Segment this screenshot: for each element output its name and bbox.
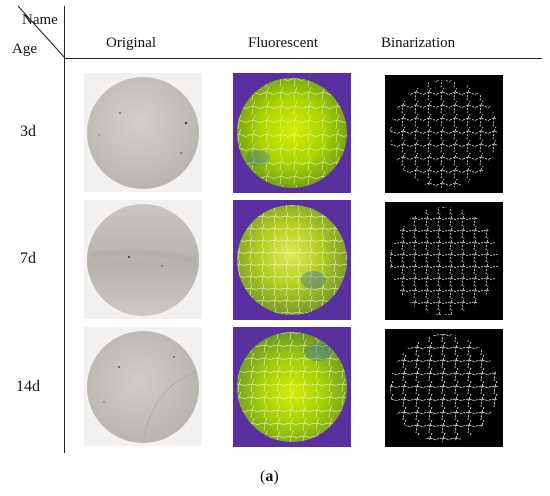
caption-letter: a [265, 468, 274, 485]
caption-close-paren: ) [273, 468, 279, 485]
caption-open-paren: ( [260, 468, 266, 485]
fluorescent-image-7d [233, 200, 351, 320]
row-label-3d: 3d [20, 123, 36, 140]
binarization-image-7d [385, 202, 503, 320]
row-label-14d: 14d [16, 378, 40, 395]
corner-name-label: Name [22, 12, 58, 28]
original-image-3d [84, 73, 202, 192]
row-label-7d: 7d [20, 250, 36, 267]
column-header-fluorescent: Fluorescent [248, 35, 318, 51]
header-rule [64, 58, 542, 59]
original-image-14d [84, 327, 202, 446]
column-header-binarization: Binarization [381, 35, 456, 51]
binarization-image-3d [385, 75, 503, 193]
fluorescent-image-14d [233, 327, 351, 447]
fluorescent-image-3d [233, 73, 351, 193]
column-header-original: Original [106, 35, 156, 51]
vertical-rule [64, 6, 65, 453]
binarization-image-14d [385, 329, 503, 447]
figure-caption: (a) [260, 468, 279, 486]
corner-age-label: Age [12, 41, 37, 57]
corner-diagonal [17, 5, 66, 59]
original-image-7d [84, 200, 202, 319]
